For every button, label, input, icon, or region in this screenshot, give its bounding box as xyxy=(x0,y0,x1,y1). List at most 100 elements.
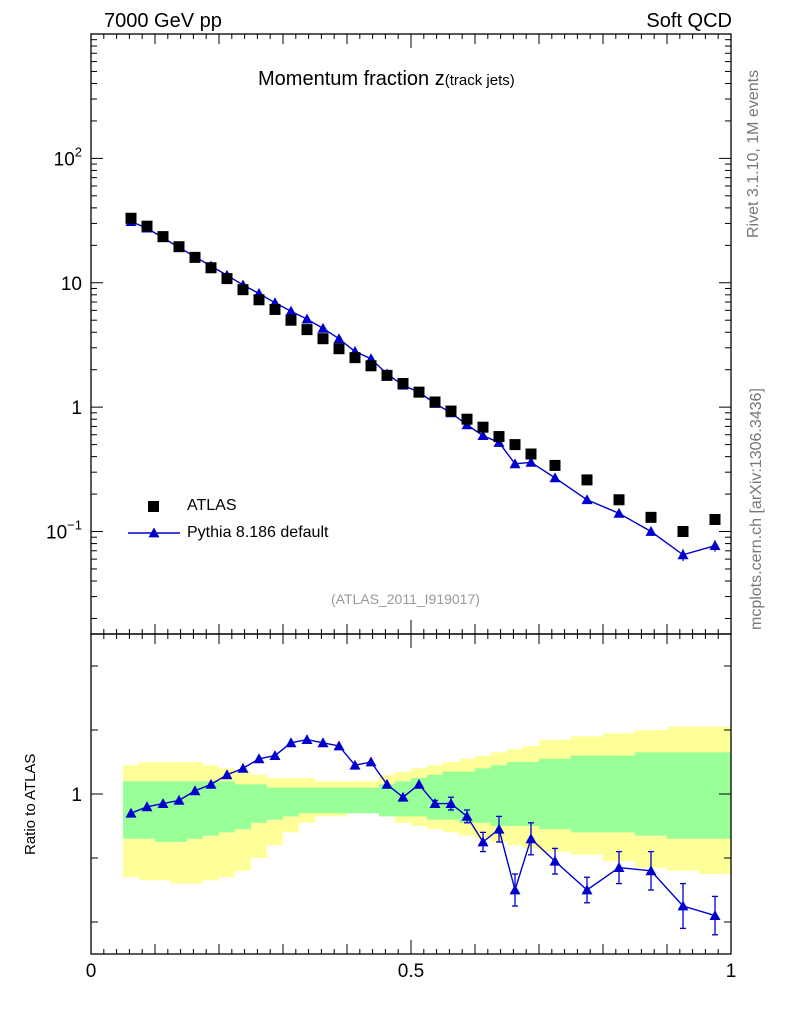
y-tick-label: 10 xyxy=(61,274,82,295)
atlas-point xyxy=(445,405,457,417)
ratio-mc-point xyxy=(645,865,657,876)
ratio-mc-point xyxy=(365,756,377,767)
atlas-point xyxy=(525,448,537,460)
ratio-mc-point xyxy=(269,750,281,760)
ratio-mc-point xyxy=(413,778,425,789)
ratio-mc-point xyxy=(221,769,233,780)
x-tick-label: 0 xyxy=(86,961,97,982)
atlas-point xyxy=(549,459,561,471)
frame-layer xyxy=(90,33,732,955)
ratio-ylabel: Ratio to ATLAS xyxy=(22,753,39,855)
y-tick-label: 102 xyxy=(54,144,82,170)
atlas-point xyxy=(269,303,281,315)
x-tick-label: 1 xyxy=(726,961,737,982)
legend-data-marker xyxy=(148,501,159,512)
mc-point xyxy=(509,458,521,469)
atlas-point xyxy=(237,284,249,296)
legend-mc-marker xyxy=(148,527,160,538)
ratio-mc-point xyxy=(317,737,329,748)
ratio-mc-point xyxy=(677,900,689,911)
ratio-mc-line xyxy=(130,738,716,917)
ratio-y-tick-label: 1 xyxy=(71,785,82,806)
atlas-point xyxy=(125,212,137,224)
atlas-point xyxy=(349,352,361,364)
plot-title-main: Momentum fraction z xyxy=(258,68,445,90)
ratio-mc-point xyxy=(173,794,185,805)
data-layer xyxy=(125,212,721,936)
mc-point xyxy=(317,322,329,333)
atlas-point xyxy=(429,396,441,408)
ratio-mc-point xyxy=(493,823,505,834)
ratio-mc-point xyxy=(381,778,393,789)
mc-point xyxy=(333,333,345,344)
y-tick-label: 1 xyxy=(71,398,82,419)
ratio-mc-point xyxy=(709,910,721,920)
atlas-point xyxy=(333,343,345,355)
ratio-mc-point xyxy=(157,798,169,808)
atlas-point xyxy=(205,262,217,274)
atlas-point xyxy=(493,431,505,443)
mc-point xyxy=(285,305,297,316)
ratio-mc-point xyxy=(301,734,313,744)
plot-title: Momentum fraction z(track jets) xyxy=(258,68,515,91)
ratio-mc-point xyxy=(141,801,153,812)
atlas-point xyxy=(253,294,265,306)
mc-point xyxy=(645,526,657,536)
atlas-point xyxy=(157,231,169,243)
ratio-mc-point xyxy=(613,862,625,872)
atlas-point xyxy=(645,511,657,523)
ratio-mc-point xyxy=(189,785,201,796)
ratio-mc-point xyxy=(397,791,409,802)
atlas-point xyxy=(461,413,473,425)
y-tick-label: 10−1 xyxy=(46,518,82,544)
ratio-mc-point xyxy=(477,836,489,847)
atlas-point xyxy=(677,526,689,538)
header-right: Soft QCD xyxy=(646,10,732,32)
ratio-mc-point xyxy=(205,778,217,789)
atlas-point xyxy=(613,494,625,506)
ratio-mc-point xyxy=(285,737,297,748)
atlas-point xyxy=(581,474,593,486)
mc-point xyxy=(525,456,537,467)
mc-point xyxy=(709,540,721,551)
mc-point xyxy=(301,313,313,324)
atlas-point xyxy=(477,421,489,433)
atlas-point xyxy=(413,386,425,398)
atlas-point xyxy=(285,314,297,326)
ratio-mc-point xyxy=(349,759,361,770)
atlas-point xyxy=(381,369,393,381)
mcplots-label: mcplots.cern.ch [arXiv:1306.3436] xyxy=(748,388,765,630)
ratio-mc-point xyxy=(445,798,457,808)
atlas-point xyxy=(141,220,153,232)
mc-point xyxy=(549,472,561,483)
x-tick-label: 0.5 xyxy=(398,961,424,982)
atlas-point xyxy=(173,241,185,253)
atlas-point xyxy=(709,513,721,525)
atlas-point xyxy=(301,324,313,336)
atlas-point xyxy=(365,360,377,372)
mc-point xyxy=(613,507,625,518)
mc-point xyxy=(581,494,593,505)
ratio-mc-point xyxy=(525,833,537,844)
ratio-mc-point xyxy=(333,740,345,751)
atlas-point xyxy=(221,273,233,285)
ratio-mc-point xyxy=(509,884,521,895)
header-left: 7000 GeV pp xyxy=(104,10,222,32)
atlas-point xyxy=(189,251,201,263)
ratio-mc-point xyxy=(581,884,593,895)
ratio-mc-point xyxy=(429,798,441,808)
legend-data-label: ATLAS xyxy=(187,497,237,514)
top-panel-frame xyxy=(90,33,732,635)
ratio-mc-point xyxy=(253,753,265,764)
atlas-point xyxy=(317,333,329,345)
mc-point xyxy=(677,549,689,560)
legend-mc-label: Pythia 8.186 default xyxy=(187,524,329,541)
ratio-mc-point xyxy=(549,855,561,866)
ratio-band-layer xyxy=(123,726,731,884)
atlas-point xyxy=(509,439,521,451)
reference-label: (ATLAS_2011_I919017) xyxy=(331,591,480,607)
mc-point xyxy=(477,430,489,441)
ratio-band-inner xyxy=(123,752,731,842)
rivet-label: Rivet 3.1.10, 1M events xyxy=(745,69,762,238)
